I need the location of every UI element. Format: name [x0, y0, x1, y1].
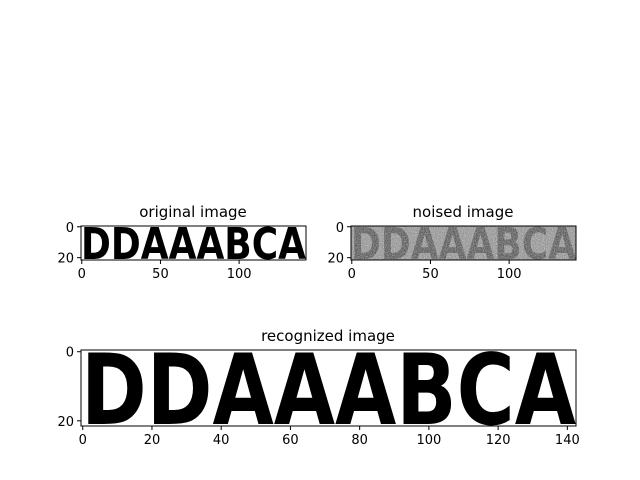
panel-title: original image [139, 203, 247, 221]
panel-title: recognized image [261, 327, 395, 345]
image-glyphs: DDAAABCA [81, 334, 576, 448]
x-tick-label: 100 [497, 267, 522, 282]
y-tick-label: 0 [66, 346, 74, 361]
y-tick-label: 20 [57, 415, 74, 430]
recognized-image-panel: recognized image DDAAABCA 0 20 40 60 80 100 12… [57, 327, 579, 448]
x-tick-label: 0 [348, 267, 356, 282]
x-tick-label: 0 [78, 267, 86, 282]
ticks: 0 20 40 60 80 100 120 140 0 20 [57, 346, 579, 448]
image-glyphs: DDAAABCA [81, 219, 306, 270]
axes-frame [350, 225, 577, 261]
x-tick-label: 50 [152, 267, 169, 282]
ticks: 0 50 100 0 20 [327, 221, 521, 282]
x-tick-label: 140 [555, 433, 580, 448]
y-tick-label: 0 [336, 221, 344, 236]
x-tick-label: 40 [213, 433, 230, 448]
axes-frame [80, 349, 577, 427]
x-tick-label: 120 [486, 433, 511, 448]
noise-overlay [351, 226, 576, 260]
ticks: 0 50 100 0 20 [57, 221, 251, 282]
panel-title: noised image [413, 203, 514, 221]
original-image-panel: original image DDAAABCA 0 50 100 0 20 [57, 203, 307, 282]
y-tick-label: 20 [57, 252, 74, 267]
axes-frame [80, 225, 307, 261]
x-tick-label: 100 [227, 267, 252, 282]
x-tick-label: 20 [144, 433, 161, 448]
y-tick-label: 0 [66, 221, 74, 236]
x-tick-label: 100 [416, 433, 441, 448]
y-tick-label: 20 [327, 252, 344, 267]
x-tick-label: 80 [351, 433, 368, 448]
image-background [81, 226, 306, 260]
image-background [81, 350, 576, 426]
x-tick-label: 0 [79, 433, 87, 448]
x-tick-label: 60 [282, 433, 299, 448]
x-tick-label: 50 [422, 267, 439, 282]
